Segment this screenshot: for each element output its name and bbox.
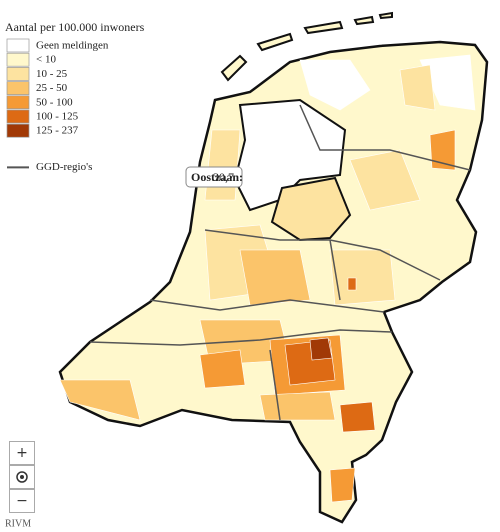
locate-icon xyxy=(16,471,28,483)
legend-title: Aantal per 100.000 inwoners xyxy=(5,20,145,34)
legend-swatch xyxy=(6,95,30,110)
tooltip-value: 30,7 xyxy=(213,170,234,184)
legend-swatch xyxy=(6,38,30,53)
ggd-boundaries xyxy=(89,104,471,421)
zoom-in[interactable]: + xyxy=(9,441,35,465)
legend-swatch xyxy=(6,67,30,81)
regions xyxy=(59,54,476,503)
zoom-out[interactable]: − xyxy=(9,489,35,513)
islands xyxy=(220,11,393,82)
flevoland xyxy=(270,176,352,242)
legend-label: 25 - 50 xyxy=(36,82,68,94)
legend-boundary-label: GGD-regio's xyxy=(36,161,92,173)
legend-label: Geen meldingen xyxy=(36,40,109,52)
attribution: RIVM xyxy=(5,518,31,529)
legend-label: 50 - 100 xyxy=(36,96,73,108)
legend-swatch xyxy=(6,109,30,124)
legend-label: 10 - 25 xyxy=(36,68,68,80)
tooltip: Oostzaan: 30,7 xyxy=(185,166,243,188)
tooltip-name: Oostzaan: xyxy=(191,170,243,184)
legend-label: < 10 xyxy=(36,54,56,66)
legend-swatch xyxy=(6,52,30,67)
locate[interactable] xyxy=(9,465,35,489)
legend-label: 100 - 125 xyxy=(36,111,79,123)
tooltip-box xyxy=(185,166,243,188)
legend: Aantal per 100.000 inwoners Geen melding… xyxy=(5,20,145,173)
legend-swatch xyxy=(6,123,30,138)
legend-swatch xyxy=(6,81,30,95)
legend-label: 125 - 237 xyxy=(36,125,79,137)
